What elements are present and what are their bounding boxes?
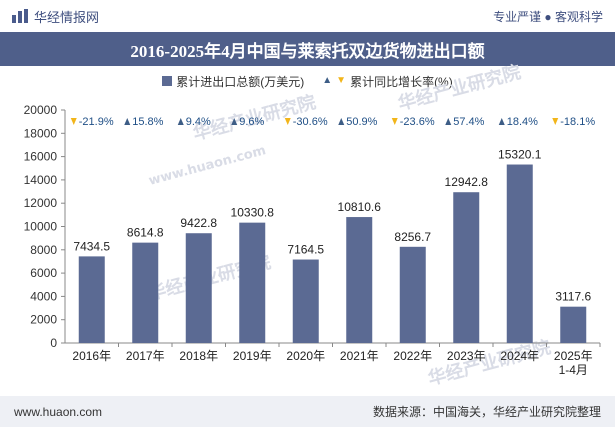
bar-value-label: 10810.6 — [338, 200, 382, 214]
legend-swatch — [162, 76, 173, 86]
growth-label: -30.6% — [293, 116, 328, 128]
bar — [506, 164, 533, 343]
legend-item-growth: ▲ ▼ 累计同比增长率(%) — [322, 73, 452, 90]
growth-label: -21.9% — [79, 116, 114, 128]
growth-up-triangle-icon — [124, 118, 131, 125]
chart-title: 2016-2025年4月中国与莱索托双边货物进出口额 — [130, 41, 485, 61]
growth-label: 9.4% — [186, 116, 211, 128]
y-tick-label: 20000 — [24, 103, 58, 117]
growth-up-triangle-icon — [338, 118, 345, 125]
bar-value-label: 15320.1 — [498, 148, 542, 162]
top-bar: 华经情报网 专业严谨 ● 客观科学 — [0, 0, 615, 32]
bar — [292, 259, 319, 343]
growth-up-triangle-icon — [498, 118, 505, 125]
bar-logo-icon — [12, 9, 28, 23]
growth-down-triangle-icon — [70, 118, 77, 125]
chart-title-bar: 2016-2025年4月中国与莱索托双边货物进出口额 — [0, 32, 615, 66]
growth-up-triangle-icon — [445, 118, 452, 125]
bar — [399, 246, 426, 343]
bar-chart: 华经产业研究院www.huaon.com华经产业研究院华经产业研究院华经产业研究… — [24, 61, 601, 390]
y-tick-label: 14000 — [24, 173, 58, 187]
y-tick-label: 4000 — [30, 289, 57, 303]
growth-label: 57.4% — [453, 116, 484, 128]
growth-up-triangle-icon — [177, 118, 184, 125]
bar — [239, 222, 266, 343]
y-tick-label: 0 — [50, 336, 57, 350]
bar-value-label: 3117.6 — [555, 290, 591, 304]
growth-down-triangle-icon — [552, 118, 559, 125]
down-triangle-icon: ▼ — [336, 75, 347, 86]
x-tick-label: 2016年 — [72, 349, 111, 363]
y-tick-label: 18000 — [24, 126, 58, 140]
watermark-text: 华经产业研究院 — [396, 61, 523, 115]
x-tick-label: 2020年 — [286, 349, 325, 363]
y-tick-label: 10000 — [24, 220, 58, 234]
footer-source: 数据来源：中国海关，华经产业研究院整理 — [372, 405, 601, 419]
brand: 华经情报网 — [12, 7, 99, 26]
growth-label: 50.9% — [346, 116, 377, 128]
x-tick-label: 2017年 — [126, 349, 165, 363]
x-tick-label: 2022年 — [393, 349, 432, 363]
x-tick-label: 2025年 — [554, 349, 593, 363]
growth-label: 9.6% — [239, 116, 264, 128]
x-tick-label: 2019年 — [233, 349, 272, 363]
x-tick-label: 2023年 — [447, 349, 486, 363]
up-triangle-icon: ▲ — [322, 75, 333, 86]
bar-value-label: 8614.8 — [127, 226, 164, 240]
x-tick-label: 2021年 — [340, 349, 379, 363]
bar — [346, 217, 373, 343]
y-tick-label: 2000 — [30, 313, 57, 327]
growth-up-triangle-icon — [231, 118, 238, 125]
growth-label: 15.8% — [132, 116, 163, 128]
footer-website: www.huaon.com — [14, 404, 103, 419]
bar — [78, 256, 105, 343]
legend-total-label: 累计进出口总额(万美元) — [176, 74, 305, 89]
watermark-text: www.huaon.com — [147, 143, 268, 189]
bar-value-label: 7164.5 — [287, 243, 324, 257]
growth-label: -23.6% — [400, 116, 435, 128]
bar-value-label: 10330.8 — [231, 206, 275, 220]
y-tick-label: 12000 — [24, 196, 58, 210]
legend-item-total: 累计进出口总额(万美元) — [162, 73, 304, 90]
bar-value-label: 7434.5 — [73, 239, 110, 253]
legend: 累计进出口总额(万美元) ▲ ▼ 累计同比增长率(%) — [0, 70, 615, 92]
bar — [132, 242, 159, 343]
growth-down-triangle-icon — [391, 118, 398, 125]
x-tick-label: 2018年 — [179, 349, 218, 363]
x-tick-label: 1-4月 — [559, 363, 588, 377]
growth-label: 18.4% — [507, 116, 538, 128]
legend-growth-label: 累计同比增长率(%) — [350, 74, 453, 89]
bar — [453, 192, 480, 343]
x-tick-label: 2024年 — [500, 349, 539, 363]
y-tick-label: 6000 — [30, 266, 57, 280]
growth-down-triangle-icon — [284, 118, 291, 125]
footer: www.huaon.com 数据来源：中国海关，华经产业研究院整理 — [0, 396, 615, 427]
tagline: 专业严谨 ● 客观科学 — [493, 9, 603, 24]
bar — [185, 233, 212, 343]
bar-value-label: 12942.8 — [445, 175, 489, 189]
y-tick-label: 8000 — [30, 243, 57, 257]
y-tick-label: 16000 — [24, 150, 58, 164]
brand-name: 华经情报网 — [34, 9, 100, 25]
bar-value-label: 8256.7 — [394, 230, 431, 244]
bar-value-label: 9422.8 — [180, 216, 217, 230]
growth-label: -18.1% — [560, 116, 595, 128]
bar — [560, 306, 587, 343]
